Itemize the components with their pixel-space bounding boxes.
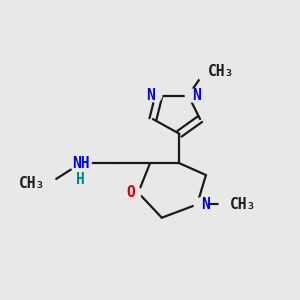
Text: N: N [147,88,155,103]
Circle shape [197,62,218,82]
Text: N: N [192,88,201,103]
Circle shape [149,89,162,102]
Circle shape [194,198,207,211]
Circle shape [35,174,56,194]
Text: N: N [201,197,209,212]
Text: H: H [76,172,85,187]
Circle shape [70,153,91,174]
Circle shape [185,89,198,102]
Text: CH₃: CH₃ [230,197,256,212]
Circle shape [128,186,141,199]
Circle shape [219,194,240,215]
Text: O: O [126,185,135,200]
Text: CH₃: CH₃ [19,176,46,191]
Text: NH: NH [72,156,90,171]
Text: CH₃: CH₃ [207,64,234,80]
